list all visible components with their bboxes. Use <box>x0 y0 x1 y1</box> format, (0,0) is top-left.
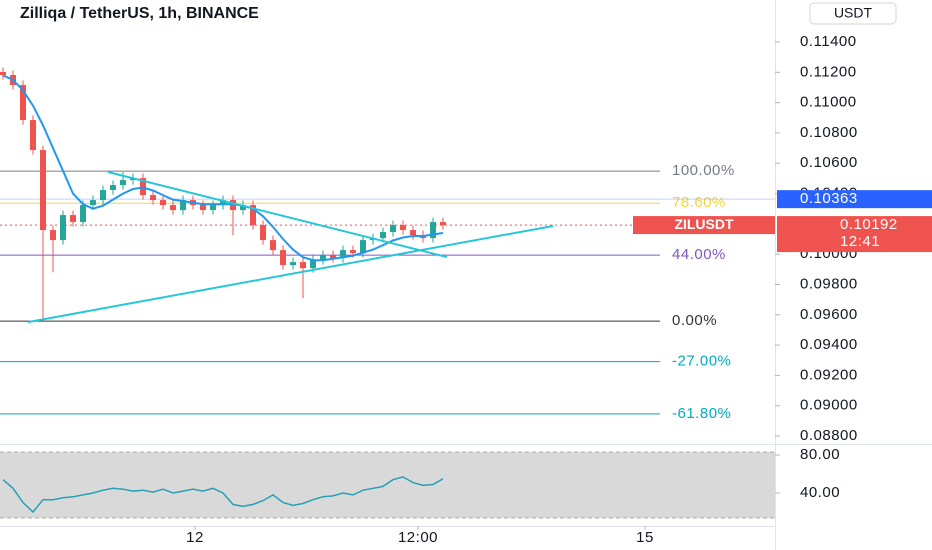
candle-body <box>350 250 356 254</box>
trendline <box>107 171 448 259</box>
candle-body <box>320 255 326 261</box>
candle-body <box>440 222 446 226</box>
y-tick-label: 0.10600 <box>800 154 858 171</box>
candle-body <box>160 200 166 206</box>
x-tick-label: 12 <box>186 529 204 546</box>
candle-body <box>110 185 116 191</box>
fib-label: -27.00% <box>672 353 731 370</box>
candle-body <box>20 85 26 121</box>
candle-body <box>430 222 436 239</box>
price-tag-label: 0.10363 <box>800 190 858 207</box>
y-tick-label: 0.09800 <box>800 275 858 292</box>
candle-body <box>340 250 346 259</box>
fib-label: 44.00% <box>672 246 726 263</box>
candle-body <box>80 205 86 223</box>
chart-title: Zilliqa / TetherUS, 1h, BINANCE <box>20 5 259 22</box>
candle-body <box>390 225 396 233</box>
candle-body <box>170 205 176 211</box>
y-tick-label: 40.00 <box>800 484 840 501</box>
y-tick-label: 0.11000 <box>800 94 857 111</box>
candle-body <box>410 230 416 236</box>
candle-body <box>300 262 306 269</box>
last-price-tag <box>777 216 932 253</box>
oscillator-band <box>0 452 775 518</box>
candle-body <box>220 200 226 206</box>
candle-body <box>180 200 186 211</box>
candle-body <box>100 190 106 201</box>
fib-label: -61.80% <box>672 405 731 422</box>
candle-body <box>290 262 296 266</box>
candle-body <box>210 205 216 211</box>
candle-body <box>200 205 206 211</box>
currency-label[interactable]: USDT <box>834 5 873 21</box>
candle-body <box>40 150 46 231</box>
currency-button[interactable] <box>809 2 897 25</box>
countdown-label: 12:41 <box>840 233 880 250</box>
candle-body <box>240 205 246 211</box>
x-tick-label: 12:00 <box>398 529 438 546</box>
candle-body <box>330 255 336 259</box>
last-price-label: 0.10192 <box>840 216 898 233</box>
trendline <box>27 225 554 324</box>
candle-body <box>380 232 386 239</box>
candle-body <box>360 240 366 254</box>
candle-body <box>280 250 286 266</box>
y-tick-label: 0.09200 <box>800 366 858 383</box>
candle-body <box>50 230 56 241</box>
y-tick-label: 80.00 <box>800 446 840 463</box>
price-tag <box>777 190 932 209</box>
candle-body <box>150 195 156 201</box>
moving-average <box>2 74 444 262</box>
candle-body <box>0 71 6 76</box>
symbol-label: ZILUSDT <box>674 216 734 232</box>
y-tick-label: 0.08800 <box>800 427 858 444</box>
candle-body <box>250 205 256 226</box>
candle-body <box>400 225 406 231</box>
candle-body <box>30 120 36 151</box>
y-tick-label: 0.09600 <box>800 306 858 323</box>
fib-label: 0.00% <box>672 312 717 329</box>
candle-body <box>310 260 316 269</box>
candle-body <box>260 225 266 241</box>
x-tick-label: 15 <box>636 529 654 546</box>
main-pane: 0.114000.112000.110000.108000.106000.104… <box>0 33 932 546</box>
fib-label: 100.00% <box>672 162 735 179</box>
candle-body <box>90 200 96 206</box>
y-tick-label: 0.11400 <box>800 33 857 50</box>
y-tick-label: 0.09000 <box>800 397 858 414</box>
candle-body <box>120 180 126 186</box>
symbol-tag <box>633 216 775 235</box>
candle-body <box>70 215 76 223</box>
y-tick-label: 0.09400 <box>800 336 858 353</box>
y-tick-label: 0.10800 <box>800 124 858 141</box>
candle-body <box>60 215 66 241</box>
fib-label: 78.60% <box>672 194 726 211</box>
y-tick-label: 0.11200 <box>800 63 857 80</box>
oscillator-line <box>2 476 444 514</box>
candle-body <box>270 240 276 251</box>
